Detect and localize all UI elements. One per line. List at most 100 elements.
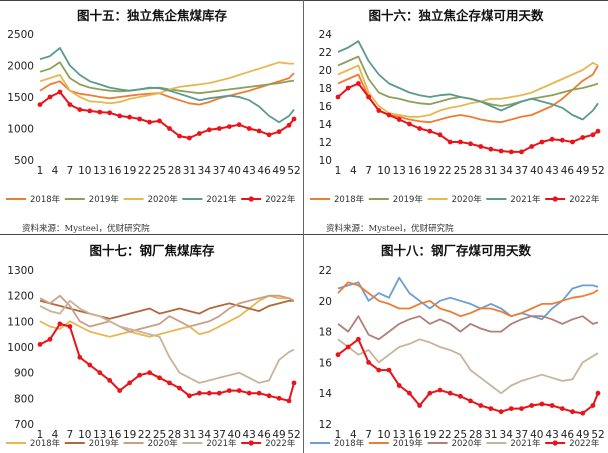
data-point <box>345 85 351 91</box>
data-point <box>356 81 361 86</box>
data-point <box>366 94 371 100</box>
x-tick-label: 37 <box>515 165 528 177</box>
x-tick-label: 22 <box>438 165 451 177</box>
y-tick-label: 2500 <box>7 29 34 41</box>
series-line <box>337 276 599 321</box>
data-point <box>437 387 443 393</box>
data-point <box>147 370 153 376</box>
data-point <box>458 139 463 145</box>
data-point <box>529 144 535 149</box>
data-point <box>447 139 453 145</box>
data-point <box>580 410 586 416</box>
x-tick-label: 28 <box>469 165 482 177</box>
data-point <box>206 127 212 133</box>
data-point <box>37 102 43 107</box>
x-tick-label: 46 <box>561 165 575 177</box>
data-point <box>376 367 382 373</box>
series-line <box>337 281 599 318</box>
y-tick-label: 1000 <box>7 124 34 136</box>
x-tick-label: 10 <box>377 165 390 177</box>
data-point <box>366 360 371 365</box>
x-tick-label: 43 <box>242 165 255 177</box>
data-point <box>57 89 63 95</box>
x-tick-label: 49 <box>272 165 285 177</box>
data-point <box>67 102 73 107</box>
data-point <box>570 139 575 145</box>
data-point <box>87 362 93 368</box>
x-tick-label: 7 <box>365 429 372 441</box>
source-note: 资料来源：Mysteel，优财研究院 <box>326 224 454 234</box>
data-point <box>236 122 242 128</box>
x-tick-label: 16 <box>408 165 422 177</box>
legend-marker <box>552 440 558 446</box>
data-point <box>529 403 535 408</box>
data-point <box>508 406 514 411</box>
y-tick-label: 20 <box>319 296 332 308</box>
data-point <box>256 128 262 134</box>
data-point <box>286 398 292 404</box>
divider <box>303 0 304 453</box>
data-point <box>447 390 453 396</box>
series-line <box>337 338 599 415</box>
chart-panel-coking-coal-stock-independent: 图十五：独立焦企焦煤库存 500 1000 1500 2000 2500 1 4 7 10 13 1… <box>0 0 304 234</box>
y-tick-label: 20 <box>319 65 332 77</box>
data-point <box>519 149 524 155</box>
x-tick-label: 1 <box>37 429 44 441</box>
series-line <box>39 61 294 105</box>
y-tick-label: 10 <box>319 155 332 167</box>
x-tick-label: 34 <box>500 165 514 177</box>
data-point <box>67 324 73 329</box>
legend-label: 2020年 <box>148 194 179 205</box>
data-point <box>87 108 93 114</box>
data-point <box>498 148 504 154</box>
series-line <box>39 299 295 384</box>
series-line <box>337 338 599 395</box>
x-tick-label: 34 <box>198 429 212 441</box>
line-chart-coking-coal-stock-independent: 500 1000 1500 2000 2500 1 4 7 10 13 16 19 22 25 28 31 34… <box>6 29 301 205</box>
data-point <box>356 336 361 342</box>
data-point <box>197 390 202 396</box>
data-point <box>291 380 297 386</box>
data-point <box>37 342 43 347</box>
x-tick-label: 13 <box>93 165 106 177</box>
y-tick-label: 2000 <box>7 61 34 73</box>
y-tick-label: 18 <box>319 83 332 95</box>
data-point <box>478 144 484 149</box>
data-point <box>427 390 433 396</box>
data-point <box>539 401 545 407</box>
x-tick-label: 19 <box>123 165 136 177</box>
data-point <box>276 395 282 401</box>
data-point <box>417 126 422 131</box>
legend-label: 2019年 <box>89 438 120 449</box>
x-tick-label: 28 <box>168 429 181 441</box>
y-tick-label: 16 <box>319 357 333 369</box>
data-point <box>590 403 596 408</box>
data-point <box>417 403 422 408</box>
data-point <box>427 128 433 134</box>
legend-label: 2021年 <box>510 194 541 205</box>
data-point <box>216 126 222 131</box>
data-point <box>157 375 162 381</box>
chart-panel-coal-days-independent: 图十六：独立焦企存煤可用天数 10 12 14 16 18 20 22 24 1 4 7 10 13 16… <box>304 0 608 234</box>
y-tick-label: 1100 <box>7 316 34 328</box>
data-point <box>407 121 412 127</box>
x-tick-label: 10 <box>78 165 91 177</box>
legend-marker <box>248 440 254 446</box>
data-point <box>376 108 382 113</box>
series-line <box>337 61 599 118</box>
x-tick-label: 52 <box>591 165 604 177</box>
x-tick-label: 7 <box>67 165 74 177</box>
legend-label: 2018年 <box>334 438 365 449</box>
legend-label: 2018年 <box>334 194 365 205</box>
data-point <box>468 398 473 404</box>
data-point <box>97 370 103 376</box>
data-point <box>246 390 252 396</box>
x-tick-label: 37 <box>515 429 528 441</box>
x-tick-label: 1 <box>335 165 342 177</box>
legend-label: 2022年 <box>569 194 600 205</box>
x-tick-label: 19 <box>423 429 436 441</box>
x-tick-label: 43 <box>242 429 255 441</box>
data-point <box>386 112 392 118</box>
data-point <box>386 367 392 373</box>
data-point <box>559 137 565 143</box>
